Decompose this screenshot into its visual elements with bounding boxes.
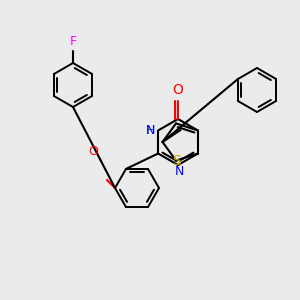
Text: O: O (88, 145, 98, 158)
Text: N: N (174, 165, 184, 178)
Text: O: O (172, 83, 183, 97)
Text: F: F (69, 35, 76, 48)
Text: S: S (172, 154, 180, 168)
Text: H: H (146, 124, 155, 137)
Text: N: N (146, 124, 155, 137)
